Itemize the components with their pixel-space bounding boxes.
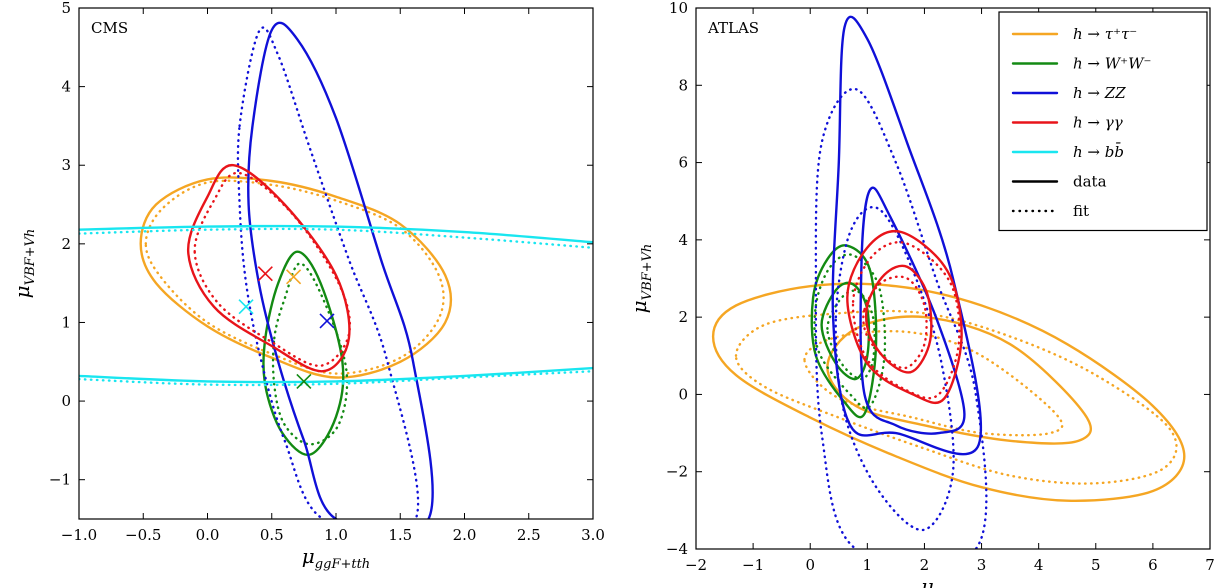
contour-gammagamma-data [846, 230, 963, 405]
contour-ZZ-fit [814, 87, 988, 549]
x-tick-label: 0.0 [196, 526, 220, 544]
y-tick-label: 10 [669, 0, 688, 17]
cms-panel: −1.0 −0.5 0.0 0.5 1.0 1.5 2.0 2.5 3.0 −1 0 1 2 3 4 5 CMS… [10, 0, 605, 572]
contour-bb-fit [79, 227, 593, 249]
y-axis-label: μVBF+Vh [10, 229, 38, 299]
y-tick-label: 1 [61, 313, 71, 331]
contour-WW-data [262, 250, 345, 457]
best-fit-marker-tautau [286, 269, 302, 285]
contour-gammagamma-fit [851, 241, 961, 400]
contour-gammagamma-data [186, 164, 351, 373]
y-tick-label: 8 [678, 76, 688, 94]
legend-entry: h → W⁺W⁻ [1073, 55, 1151, 73]
y-tick-label: 2 [61, 235, 71, 253]
x-tick-label: 5 [1091, 556, 1101, 574]
x-tick-label: 3 [977, 556, 987, 574]
contour-WW-fit [826, 289, 876, 381]
contour-tautau-data [139, 176, 453, 379]
contour-tautau-data [826, 315, 1093, 445]
y-tick-label: −1 [49, 471, 71, 489]
x-tick-label: 4 [1034, 556, 1044, 574]
contour-ZZ-fit [834, 206, 955, 532]
x-tick-label: 2.5 [517, 526, 541, 544]
contour-bb-data [79, 224, 593, 244]
y-tick-label: 2 [678, 308, 688, 326]
contour-gammagamma-fit [193, 171, 352, 367]
x-tick-label: −1 [742, 556, 764, 574]
contour-gammagamma-fit [862, 275, 928, 370]
y-tick-label: 5 [61, 0, 71, 17]
plot-frame [78, 7, 594, 520]
plot-frame [695, 7, 1211, 550]
y-tick-label: −4 [666, 540, 688, 558]
contour-tautau-fit [144, 179, 445, 375]
contour-group [711, 15, 1186, 549]
contour-ZZ-data [246, 21, 434, 519]
contour-gammagamma-data [865, 264, 933, 374]
legend-entry: h → τ⁺τ⁻ [1073, 25, 1137, 43]
x-tick-label: −0.5 [125, 526, 161, 544]
x-tick-label: 6 [1148, 556, 1158, 574]
contour-WW-fit [813, 253, 887, 410]
y-tick-label: 4 [678, 231, 688, 249]
best-fit-marker-WW [296, 373, 312, 389]
best-fit-marker-ZZ [319, 313, 335, 329]
atlas-panel: −2−101234567−4−20246810ATLASμggf+tthμVBF… [627, 0, 1215, 588]
legend: h → τ⁺τ⁻ h → W⁺W⁻ h → ZZ h → γγ h → bb̄ data f… [998, 11, 1208, 232]
contour-tautau-fit [803, 329, 1064, 437]
x-tick-label: 7 [1205, 556, 1215, 574]
legend-entry: h → ZZ [1073, 84, 1126, 102]
y-tick-label: 4 [61, 78, 71, 96]
y-tick-label: 0 [678, 385, 688, 403]
contour-bb-data [79, 366, 593, 384]
legend-entry: h → bb̄ [1073, 143, 1124, 161]
y-tick-label: 6 [678, 154, 688, 172]
contour-ZZ-data [859, 186, 966, 435]
x-tick-label: 1 [863, 556, 873, 574]
contour-tautau-fit [734, 309, 1178, 485]
contour-group [79, 21, 593, 519]
legend-entry: fit [1073, 202, 1089, 220]
best-fit-marker-gammagamma [257, 266, 273, 282]
legend-entry: data [1073, 173, 1107, 191]
x-tick-label: 2 [920, 556, 930, 574]
panel-label: CMS [91, 19, 128, 37]
panel-label: ATLAS [707, 19, 759, 37]
x-tick-label: 0 [805, 556, 815, 574]
x-tick-label: 3.0 [581, 526, 605, 544]
x-tick-label: 1.5 [388, 526, 412, 544]
best-fit-marker-bb [238, 299, 254, 315]
x-tick-label: −2 [685, 556, 707, 574]
x-axis-label: μggF+tth [302, 544, 370, 572]
x-tick-label: 1.0 [324, 526, 348, 544]
y-tick-label: −2 [666, 463, 688, 481]
legend-entry: h → γγ [1073, 114, 1123, 132]
x-tick-label: 0.5 [260, 526, 284, 544]
x-axis-label: μggf+tth [921, 574, 985, 588]
x-tick-label: 2.0 [453, 526, 477, 544]
contour-ZZ-fit [236, 26, 420, 519]
y-axis-label: μVBF+Vh [627, 244, 655, 314]
y-tick-label: 3 [61, 156, 71, 174]
legend-box [998, 11, 1208, 232]
x-tick-label: −1.0 [61, 526, 97, 544]
y-tick-label: 0 [61, 392, 71, 410]
contour-ZZ-data [831, 15, 983, 456]
contour-bb-fit [79, 370, 593, 387]
